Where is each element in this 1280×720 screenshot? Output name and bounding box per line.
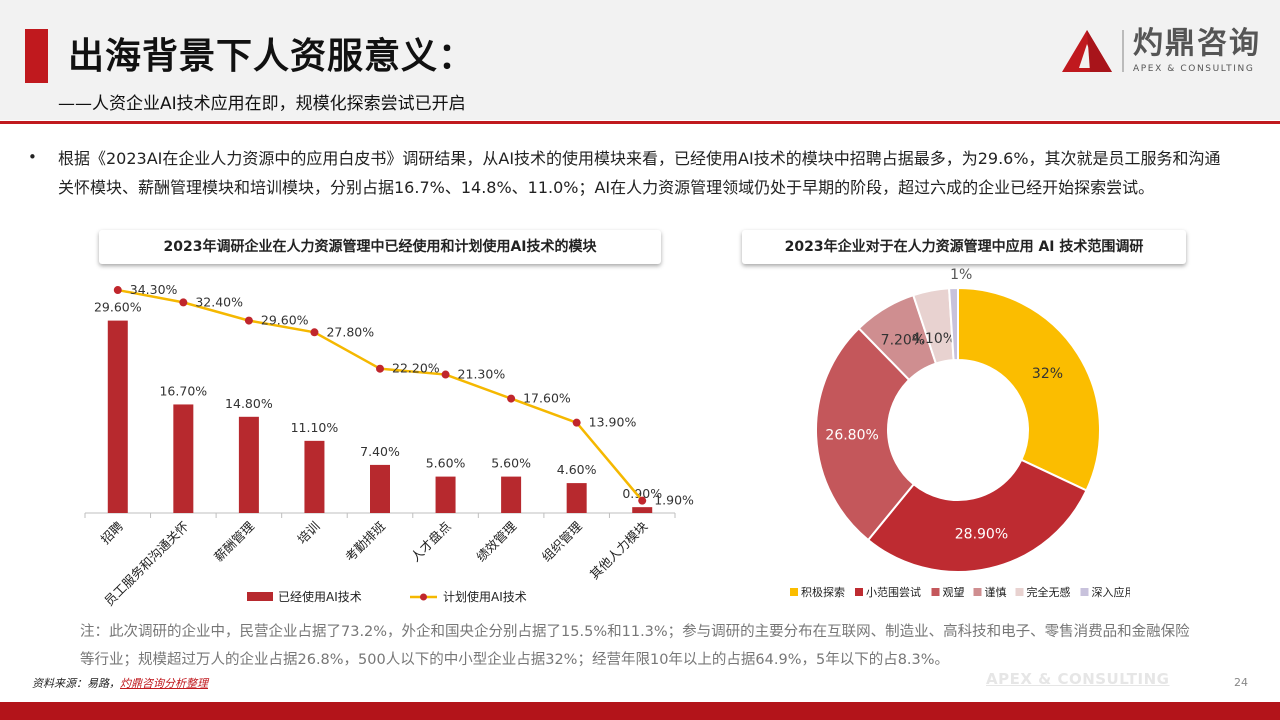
slice-label: 26.80% — [825, 428, 878, 444]
legend-bar-label: 已经使用AI技术 — [278, 589, 362, 604]
category-label: 其他人力模块 — [587, 518, 651, 582]
legend-line-marker — [420, 593, 427, 601]
planned-point-4 — [310, 328, 319, 337]
bar-3 — [238, 416, 259, 513]
footer-bar — [0, 702, 1280, 720]
bar-6 — [435, 476, 456, 513]
legend-label: 积极探索 — [801, 585, 845, 599]
logo-triangle-icon — [1062, 30, 1112, 72]
source-link[interactable]: 灼鼎咨询分析整理 — [120, 677, 208, 690]
line-value-label: 29.60% — [261, 313, 309, 328]
page-title: 出海背景下人资服意义： — [68, 36, 476, 77]
slice-label: 7.20% — [881, 332, 925, 348]
bar-5 — [370, 464, 390, 513]
donut-chart: 32% 28.90% 26.80% 7.20%4.10% 1% 积极探索 小范围尝试 观望 谨慎… — [790, 267, 1131, 599]
page-number: 24 — [1234, 676, 1248, 689]
category-label: 绩效管理 — [473, 518, 519, 564]
bar-value-label: 11.10% — [291, 420, 339, 435]
bar-chart-title: 2023年调研企业在人力资源管理中已经使用和计划使用AI技术的模块 — [99, 230, 661, 264]
planned-point-5 — [376, 364, 384, 373]
legend-swatch-3 — [931, 588, 940, 596]
legend-label: 完全无感 — [1027, 585, 1071, 599]
slice-label: 1% — [950, 267, 972, 283]
legend-swatch-1 — [790, 588, 798, 596]
header — [0, 0, 1280, 120]
legend-line-label: 计划使用AI技术 — [443, 589, 527, 604]
category-label: 人才盘点 — [408, 519, 454, 565]
bar-9 — [632, 507, 653, 513]
watermark: APEX & CONSULTING — [986, 670, 1170, 688]
line-value-label: 34.30% — [130, 282, 178, 297]
slice-label: 32% — [1032, 366, 1063, 382]
body-paragraph: 根据《2023AI在企业人力资源中的应用白皮书》调研结果，从AI技术的使用模块来… — [58, 149, 1221, 197]
line-value-label: 22.20% — [392, 361, 440, 376]
line-value-label: 21.30% — [458, 367, 506, 382]
logo-tagline: APEX & CONSULTING — [1133, 64, 1255, 74]
line-value-label: 27.80% — [326, 324, 374, 339]
bar-value-label: 29.60% — [94, 300, 142, 315]
donut-slice-6 — [948, 286, 959, 362]
legend-swatch-6 — [1080, 588, 1089, 596]
legend-label: 观望 — [943, 586, 965, 599]
legend-bar-swatch — [247, 592, 273, 601]
planned-point-8 — [572, 418, 581, 427]
line-value-label: 32.40% — [195, 294, 243, 309]
title-accent-bar — [25, 29, 48, 83]
page-subtitle: ——人资企业AI技术应用在即，规模化探索尝试已开启 — [58, 94, 466, 114]
planned-point-3 — [244, 316, 253, 325]
bullet-dot: • — [28, 148, 37, 166]
legend-swatch-5 — [1015, 588, 1024, 596]
legend-label: 小范围尝试 — [866, 585, 921, 599]
bar-8 — [566, 483, 587, 513]
legend-swatch-2 — [855, 588, 863, 596]
donut-slice-1 — [957, 286, 1101, 492]
planned-point-1 — [113, 286, 122, 295]
slice-label: 28.90% — [955, 526, 1008, 542]
category-label: 培训 — [294, 519, 322, 547]
header-divider — [0, 121, 1280, 124]
footnote: 注：此次调研的企业中，民营企业占据了73.2%，外企和国央企分别占据了15.5%… — [80, 624, 1190, 668]
line-value-label: 1.90% — [654, 493, 694, 508]
donut-slice-2 — [866, 458, 1088, 573]
bar-line-chart: 29.60%招聘16.70%员工服务和沟通关怀14.80%薪酬管理11.10%培… — [84, 282, 694, 609]
donut-slice-3 — [815, 326, 916, 542]
slice-label: 4.10% — [912, 331, 956, 347]
bar-value-label: 7.40% — [360, 444, 400, 459]
logo-name: 灼鼎咨询 — [1133, 26, 1261, 61]
planned-point-6 — [441, 370, 450, 379]
bar-7 — [501, 476, 522, 513]
bar-value-label: 14.80% — [225, 396, 273, 411]
line-value-label: 13.90% — [589, 415, 637, 430]
bar-value-label: 5.60% — [491, 456, 531, 471]
pie-chart-title: 2023年企业对于在人力资源管理中应用 AI 技术范围调研 — [742, 230, 1186, 264]
bar-4 — [304, 440, 325, 513]
bar-1 — [107, 320, 128, 513]
planned-point-7 — [507, 394, 516, 403]
source-prefix: 资料来源：易路， — [32, 677, 120, 690]
legend-swatch-4 — [973, 588, 982, 596]
planned-point-2 — [179, 298, 188, 307]
bar-value-label: 4.60% — [557, 462, 597, 477]
category-label: 组织管理 — [539, 518, 585, 564]
legend-label: 深入应用 — [1092, 585, 1131, 599]
planned-point-9 — [638, 496, 647, 505]
line-value-label: 17.60% — [523, 391, 571, 406]
bar-value-label: 16.70% — [159, 383, 207, 398]
legend-label: 谨慎 — [985, 585, 1007, 599]
bar-value-label: 5.60% — [426, 456, 466, 471]
category-label: 招聘 — [98, 519, 126, 547]
bar-2 — [173, 404, 194, 513]
logo-divider — [1122, 30, 1124, 72]
category-label: 考勤排班 — [342, 519, 388, 565]
category-label: 薪酬管理 — [211, 518, 257, 564]
source-line: 资料来源：易路，灼鼎咨询分析整理 — [32, 675, 208, 691]
